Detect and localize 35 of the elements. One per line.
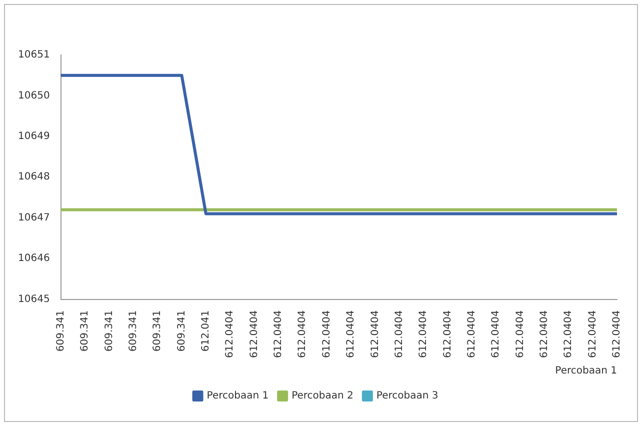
- x-tick-label: 612.0404: [418, 310, 430, 358]
- x-tick-label: 612.0404: [394, 310, 405, 358]
- x-tick-label: 612.0404: [273, 310, 284, 358]
- x-tick-label: 612.0404: [514, 310, 526, 358]
- x-tick-label: 609.341: [80, 310, 91, 352]
- legend-label: Percobaan 2: [292, 390, 354, 402]
- y-tick-label: 10651: [18, 50, 50, 61]
- legend-label: Percobaan 3: [376, 390, 438, 402]
- x-tick-label: 609.341: [55, 310, 66, 352]
- y-tick-label: 10645: [18, 294, 50, 305]
- x-tick-label: 612.0404: [587, 310, 598, 358]
- x-tick-label: 612.0404: [490, 310, 502, 358]
- x-tick-label: 612.0404: [321, 310, 332, 358]
- y-tick-label: 10649: [18, 131, 50, 142]
- x-tick-label: 609.341: [152, 310, 164, 352]
- y-tick-label: 10650: [18, 90, 50, 102]
- x-tick-label: 609.341: [104, 310, 115, 352]
- x-tick-label: 612.0404: [442, 310, 454, 358]
- x-tick-label: 612.041: [200, 310, 212, 352]
- x-axis-title: Percobaan 1: [555, 366, 617, 377]
- y-tick-label: 10648: [18, 172, 50, 183]
- y-tick-label: 10647: [18, 212, 50, 224]
- x-tick-label: 612.0404: [466, 310, 478, 358]
- x-tick-label: 612.0404: [346, 310, 357, 358]
- x-tick-label: 609.341: [128, 310, 139, 352]
- x-tick-label: 612.0404: [612, 310, 623, 358]
- x-tick-label: 609.341: [176, 310, 188, 352]
- x-tick-label: 612.0404: [248, 310, 260, 358]
- x-tick-label: 612.0404: [563, 310, 574, 358]
- x-tick-label: 612.0404: [224, 310, 236, 358]
- x-tick-label: 612.0404: [539, 310, 550, 358]
- x-tick-label: 612.0404: [370, 310, 381, 358]
- legend-label: Percobaan 1: [206, 390, 269, 402]
- y-tick-label: 10646: [18, 253, 50, 264]
- x-tick-label: 612.0404: [297, 310, 308, 358]
